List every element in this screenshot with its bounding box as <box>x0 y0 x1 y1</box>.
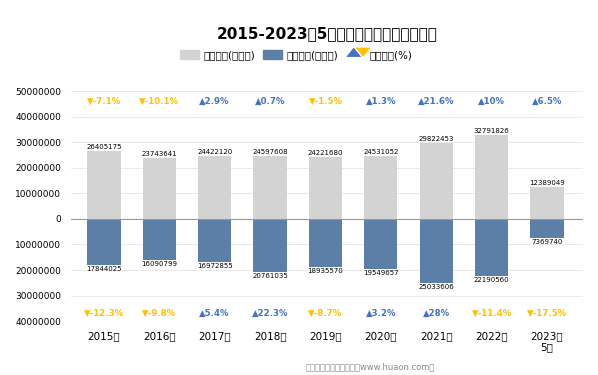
Text: ▲5.4%: ▲5.4% <box>200 309 230 318</box>
Text: 12389049: 12389049 <box>529 180 565 186</box>
Text: ▲21.6%: ▲21.6% <box>418 97 454 106</box>
Bar <box>87 219 121 264</box>
Bar <box>254 219 286 272</box>
Text: 23743641: 23743641 <box>142 151 177 157</box>
Bar <box>198 219 231 262</box>
Bar <box>475 135 508 219</box>
Text: ▲1.3%: ▲1.3% <box>365 97 396 106</box>
Bar <box>530 219 564 238</box>
Text: 7369740: 7369740 <box>531 239 563 245</box>
Bar <box>143 219 176 260</box>
Text: ▲2.9%: ▲2.9% <box>200 97 230 106</box>
Text: 25033606: 25033606 <box>419 284 454 290</box>
Text: ▼-12.3%: ▼-12.3% <box>84 309 124 318</box>
Bar <box>530 187 564 219</box>
Bar <box>87 152 121 219</box>
Text: 32791826: 32791826 <box>474 128 509 134</box>
Legend: 出口总额(万美元), 进口总额(万美元), 同比增速(%): 出口总额(万美元), 进口总额(万美元), 同比增速(%) <box>176 46 416 64</box>
Text: ▲28%: ▲28% <box>423 309 450 318</box>
Bar <box>364 219 398 269</box>
Bar <box>309 157 342 219</box>
Title: 2015-2023年5月深圳经济特区进、出口额: 2015-2023年5月深圳经济特区进、出口额 <box>216 26 437 41</box>
Text: 22190560: 22190560 <box>474 277 509 283</box>
Text: ▼-9.8%: ▼-9.8% <box>142 309 176 318</box>
Text: 17844025: 17844025 <box>86 266 122 272</box>
Text: ▼-7.1%: ▼-7.1% <box>87 97 121 106</box>
Text: ▲3.2%: ▲3.2% <box>365 309 396 318</box>
Text: 26405175: 26405175 <box>86 144 122 150</box>
Text: 29822453: 29822453 <box>419 136 454 142</box>
Text: 16090799: 16090799 <box>141 261 178 267</box>
Text: ▲22.3%: ▲22.3% <box>252 309 288 318</box>
Text: ▼-10.1%: ▼-10.1% <box>139 97 179 106</box>
Text: 制图：华经产业研究院（www.huaon.com）: 制图：华经产业研究院（www.huaon.com） <box>306 362 435 371</box>
Text: 24221680: 24221680 <box>308 150 343 156</box>
Text: ▲10%: ▲10% <box>478 97 505 106</box>
Text: 24597608: 24597608 <box>252 149 288 155</box>
Text: ▼-17.5%: ▼-17.5% <box>527 309 567 318</box>
Bar <box>143 158 176 219</box>
Bar <box>254 156 286 219</box>
Bar <box>198 156 231 219</box>
Text: 20761035: 20761035 <box>252 273 288 279</box>
Bar <box>420 142 453 219</box>
Text: 24531052: 24531052 <box>363 149 398 155</box>
Text: ▼-1.5%: ▼-1.5% <box>309 97 343 106</box>
Text: ▲0.7%: ▲0.7% <box>255 97 285 106</box>
Text: 19549657: 19549657 <box>363 270 399 276</box>
Text: ▼-8.7%: ▼-8.7% <box>309 309 343 318</box>
Text: 24422120: 24422120 <box>197 149 233 155</box>
Bar <box>309 219 342 267</box>
Text: 18935570: 18935570 <box>307 268 343 274</box>
Text: ▲6.5%: ▲6.5% <box>532 97 562 106</box>
Bar <box>364 156 398 219</box>
Bar <box>420 219 453 283</box>
Bar <box>475 219 508 276</box>
Text: 16972855: 16972855 <box>197 263 233 269</box>
Text: ▼-11.4%: ▼-11.4% <box>471 309 512 318</box>
